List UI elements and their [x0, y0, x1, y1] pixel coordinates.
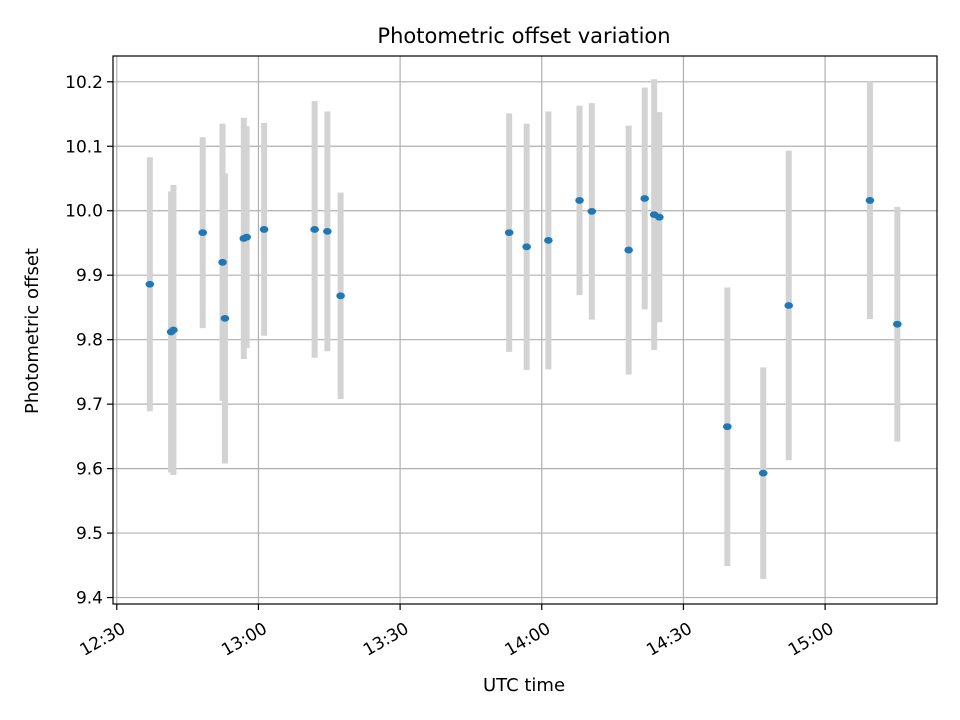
plot-frame: [112, 55, 938, 605]
y-tick-label: 9.9: [76, 266, 103, 286]
data-point: [640, 195, 650, 202]
data-point: [323, 227, 332, 235]
data-point: [169, 326, 178, 334]
data-point: [218, 258, 227, 266]
data-point: [259, 226, 269, 233]
data-point: [145, 280, 155, 288]
y-tick-label: 10.2: [65, 73, 103, 93]
data-point: [242, 233, 251, 241]
data-point: [624, 246, 633, 254]
y-tick-label: 9.7: [76, 395, 103, 415]
data-point: [310, 226, 319, 233]
data-point: [575, 197, 584, 204]
data-point: [893, 320, 902, 328]
data-point: [198, 229, 208, 237]
x-axis-label: UTC time: [483, 675, 565, 696]
data-points: [145, 195, 902, 477]
data-point: [723, 423, 732, 431]
y-axis-ticks: 9.4 9.5 9.6 9.7 9.8 9.9 10.0 10.1 10.2: [65, 73, 113, 609]
data-point: [865, 197, 875, 204]
y-tick-label: 9.5: [76, 524, 103, 544]
y-tick-label: 10.1: [65, 137, 103, 157]
data-point: [758, 469, 768, 477]
data-point: [220, 314, 230, 322]
y-tick-label: 9.8: [76, 331, 103, 351]
data-point: [504, 229, 514, 237]
data-point: [336, 292, 345, 300]
data-point: [587, 207, 597, 215]
y-tick-label: 9.6: [76, 460, 103, 480]
chart-title: Photometric offset variation: [377, 24, 670, 48]
data-point: [544, 236, 553, 244]
data-point: [655, 213, 664, 221]
y-tick-label: 9.4: [76, 589, 103, 609]
data-point: [522, 243, 531, 251]
y-tick-label: 10.0: [65, 202, 103, 222]
y-axis-label: Photometric offset: [22, 248, 43, 414]
data-point: [784, 302, 794, 309]
